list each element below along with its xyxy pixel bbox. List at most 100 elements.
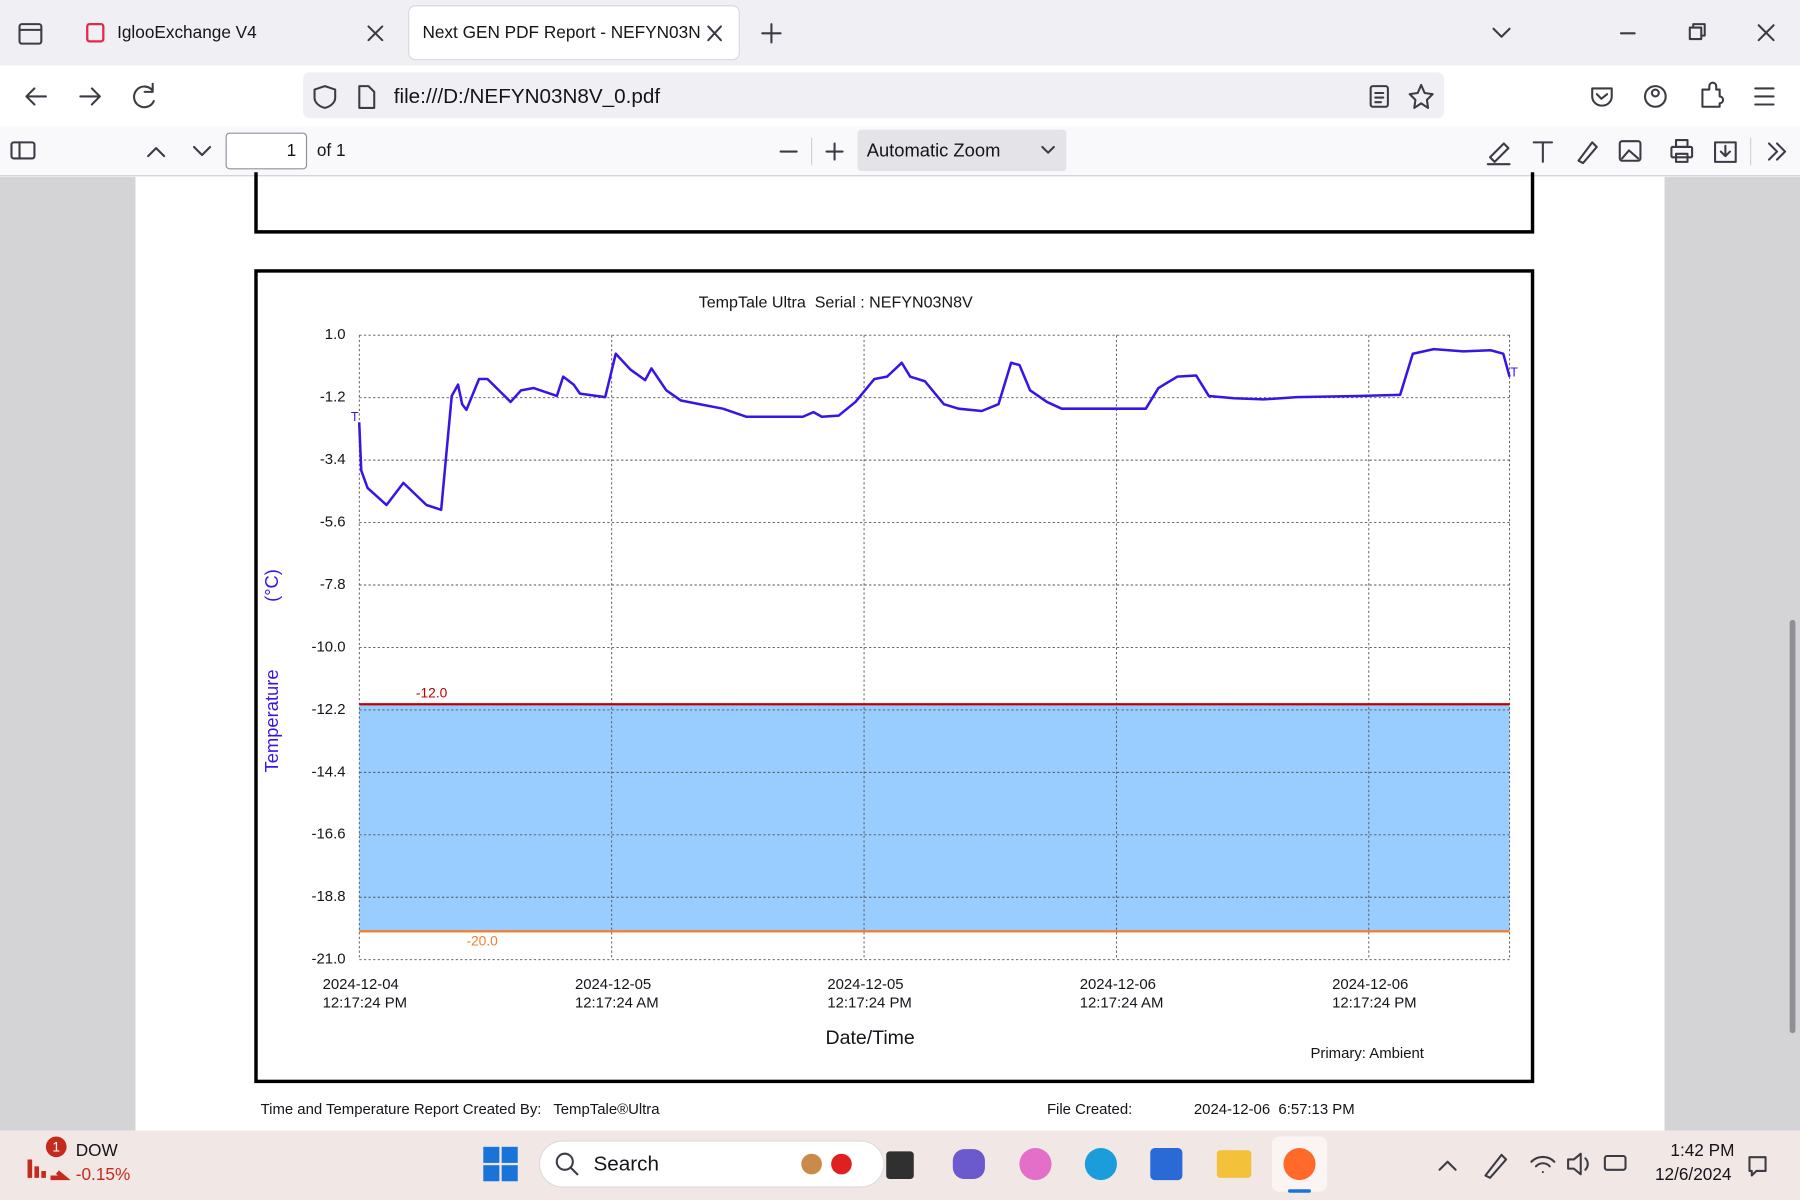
reload[interactable] [133, 82, 155, 109]
search-highlight [831, 1153, 852, 1175]
task-view[interactable] [886, 1151, 914, 1179]
more-tools[interactable] [1767, 142, 1787, 161]
pdf-page [135, 176, 1665, 1131]
y-tick-label: 1.0 [325, 326, 346, 343]
trip-marker: T [351, 410, 359, 424]
search-box[interactable] [538, 1140, 885, 1188]
page-icon [358, 85, 376, 109]
shield-icon[interactable] [313, 85, 337, 109]
x-axis-label: Date/Time [826, 1027, 915, 1049]
tab-overflow[interactable] [1492, 27, 1511, 38]
trip-marker: T [1510, 365, 1518, 379]
tab-background [408, 5, 740, 61]
page-input[interactable] [225, 132, 308, 170]
threshold-label: -20.0 [466, 933, 498, 948]
clock-time[interactable]: 1:42 PM [1670, 1140, 1734, 1160]
tray-overflow[interactable] [1438, 1160, 1457, 1171]
stock-widget[interactable]: 1 DOW -0.15% [27, 1136, 130, 1184]
forward[interactable] [79, 87, 101, 106]
x-tick-label: 12:17:24 PM [323, 994, 408, 1011]
zoom-select[interactable] [857, 129, 1067, 172]
logo-tile [483, 1146, 500, 1163]
temperature-line [357, 347, 1511, 512]
tab-list-button[interactable] [18, 23, 43, 45]
notifications[interactable] [1748, 1156, 1767, 1177]
image-tool[interactable] [1618, 140, 1642, 162]
x-tick-label: 12:17:24 PM [1332, 994, 1417, 1011]
badge-count: 1 [52, 1140, 60, 1155]
sidebar-toggle[interactable] [10, 141, 36, 160]
search-highlight [801, 1153, 822, 1175]
next-page[interactable] [192, 145, 212, 157]
bookmark[interactable] [1408, 83, 1434, 109]
active-tab[interactable]: Next GEN PDF Report - NEFYN03N [408, 5, 740, 61]
page-count: of 1 [317, 140, 346, 160]
url[interactable]: file:///D:/NEFYN03N8V_0.pdf [394, 85, 661, 108]
tab-icon [86, 22, 105, 43]
previous-page[interactable] [147, 147, 166, 158]
new-tab[interactable] [761, 23, 782, 44]
y-tick-label: -16.6 [312, 826, 346, 843]
x-tick-label: 2024-12-05 [827, 976, 903, 993]
stock-icon [27, 1159, 71, 1181]
zoom-chevron [1041, 145, 1055, 154]
footer-label: Time and Temperature Report Created By: [261, 1101, 542, 1118]
y-tick-label: -1.2 [320, 389, 346, 406]
save[interactable] [1714, 141, 1737, 163]
battery[interactable] [1603, 1154, 1627, 1171]
back[interactable] [25, 87, 47, 106]
active-indicator [1288, 1189, 1311, 1193]
search-icon [555, 1152, 579, 1176]
x-tick-label: 2024-12-04 [323, 976, 399, 993]
account[interactable] [1643, 85, 1667, 108]
x-tick-label: 12:17:24 AM [575, 994, 659, 1011]
pocket[interactable] [1591, 87, 1613, 107]
reader-view[interactable] [1369, 85, 1389, 108]
edge[interactable] [1084, 1147, 1117, 1181]
close-window[interactable] [1757, 24, 1775, 42]
y-tick-label: -7.8 [320, 576, 346, 593]
tab-close[interactable] [367, 25, 384, 42]
y-tick-label: -3.4 [320, 451, 346, 468]
volume[interactable] [1567, 1152, 1589, 1176]
print[interactable] [1670, 139, 1694, 163]
previous-box [254, 172, 1535, 234]
chart: TempTale Ultra Serial : NEFYN03N8V Tempe… [261, 293, 1518, 1061]
clock-date[interactable]: 12/6/2024 [1655, 1164, 1732, 1184]
primary-label: Primary: Ambient [1310, 1045, 1424, 1062]
y-tick-label: -5.6 [320, 514, 346, 531]
x-tick-label: 12:17:24 PM [827, 994, 912, 1011]
teams[interactable] [952, 1149, 985, 1179]
tab[interactable]: IglooExchange V4 [86, 22, 384, 43]
tab-title: IglooExchange V4 [117, 22, 257, 42]
pen-icon[interactable] [1484, 1153, 1508, 1179]
tab-close[interactable] [707, 25, 722, 42]
y-axis-label: Temperature [261, 669, 282, 772]
draw-tool[interactable] [1577, 141, 1598, 165]
chart-title: TempTale Ultra Serial : NEFYN03N8V [699, 293, 973, 311]
firefox[interactable] [1283, 1147, 1316, 1181]
scrollbar-thumb[interactable] [1789, 619, 1796, 1034]
page-number[interactable]: 1 [287, 140, 297, 160]
y-tick-label: -10.0 [312, 638, 346, 655]
x-tick-label: 2024-12-06 [1080, 976, 1156, 993]
store[interactable] [1150, 1147, 1183, 1181]
badge [45, 1136, 67, 1158]
highlight-tool[interactable] [1486, 142, 1511, 166]
file-explorer[interactable] [1216, 1150, 1252, 1178]
extensions[interactable] [1701, 81, 1725, 108]
wifi[interactable] [1530, 1155, 1556, 1174]
zoom-value[interactable]: Automatic Zoom [867, 139, 1001, 160]
search-placeholder[interactable]: Search [593, 1153, 658, 1176]
copilot[interactable] [1019, 1147, 1052, 1181]
logo-tile [501, 1165, 518, 1182]
zoom-in[interactable] [825, 142, 844, 161]
menu[interactable] [1754, 87, 1775, 106]
url-bar[interactable] [303, 72, 1445, 119]
start-button[interactable] [483, 1146, 518, 1182]
footer-value: TempTale®Ultra [553, 1101, 660, 1118]
text-tool[interactable] [1532, 141, 1554, 163]
restore[interactable] [1688, 23, 1706, 41]
